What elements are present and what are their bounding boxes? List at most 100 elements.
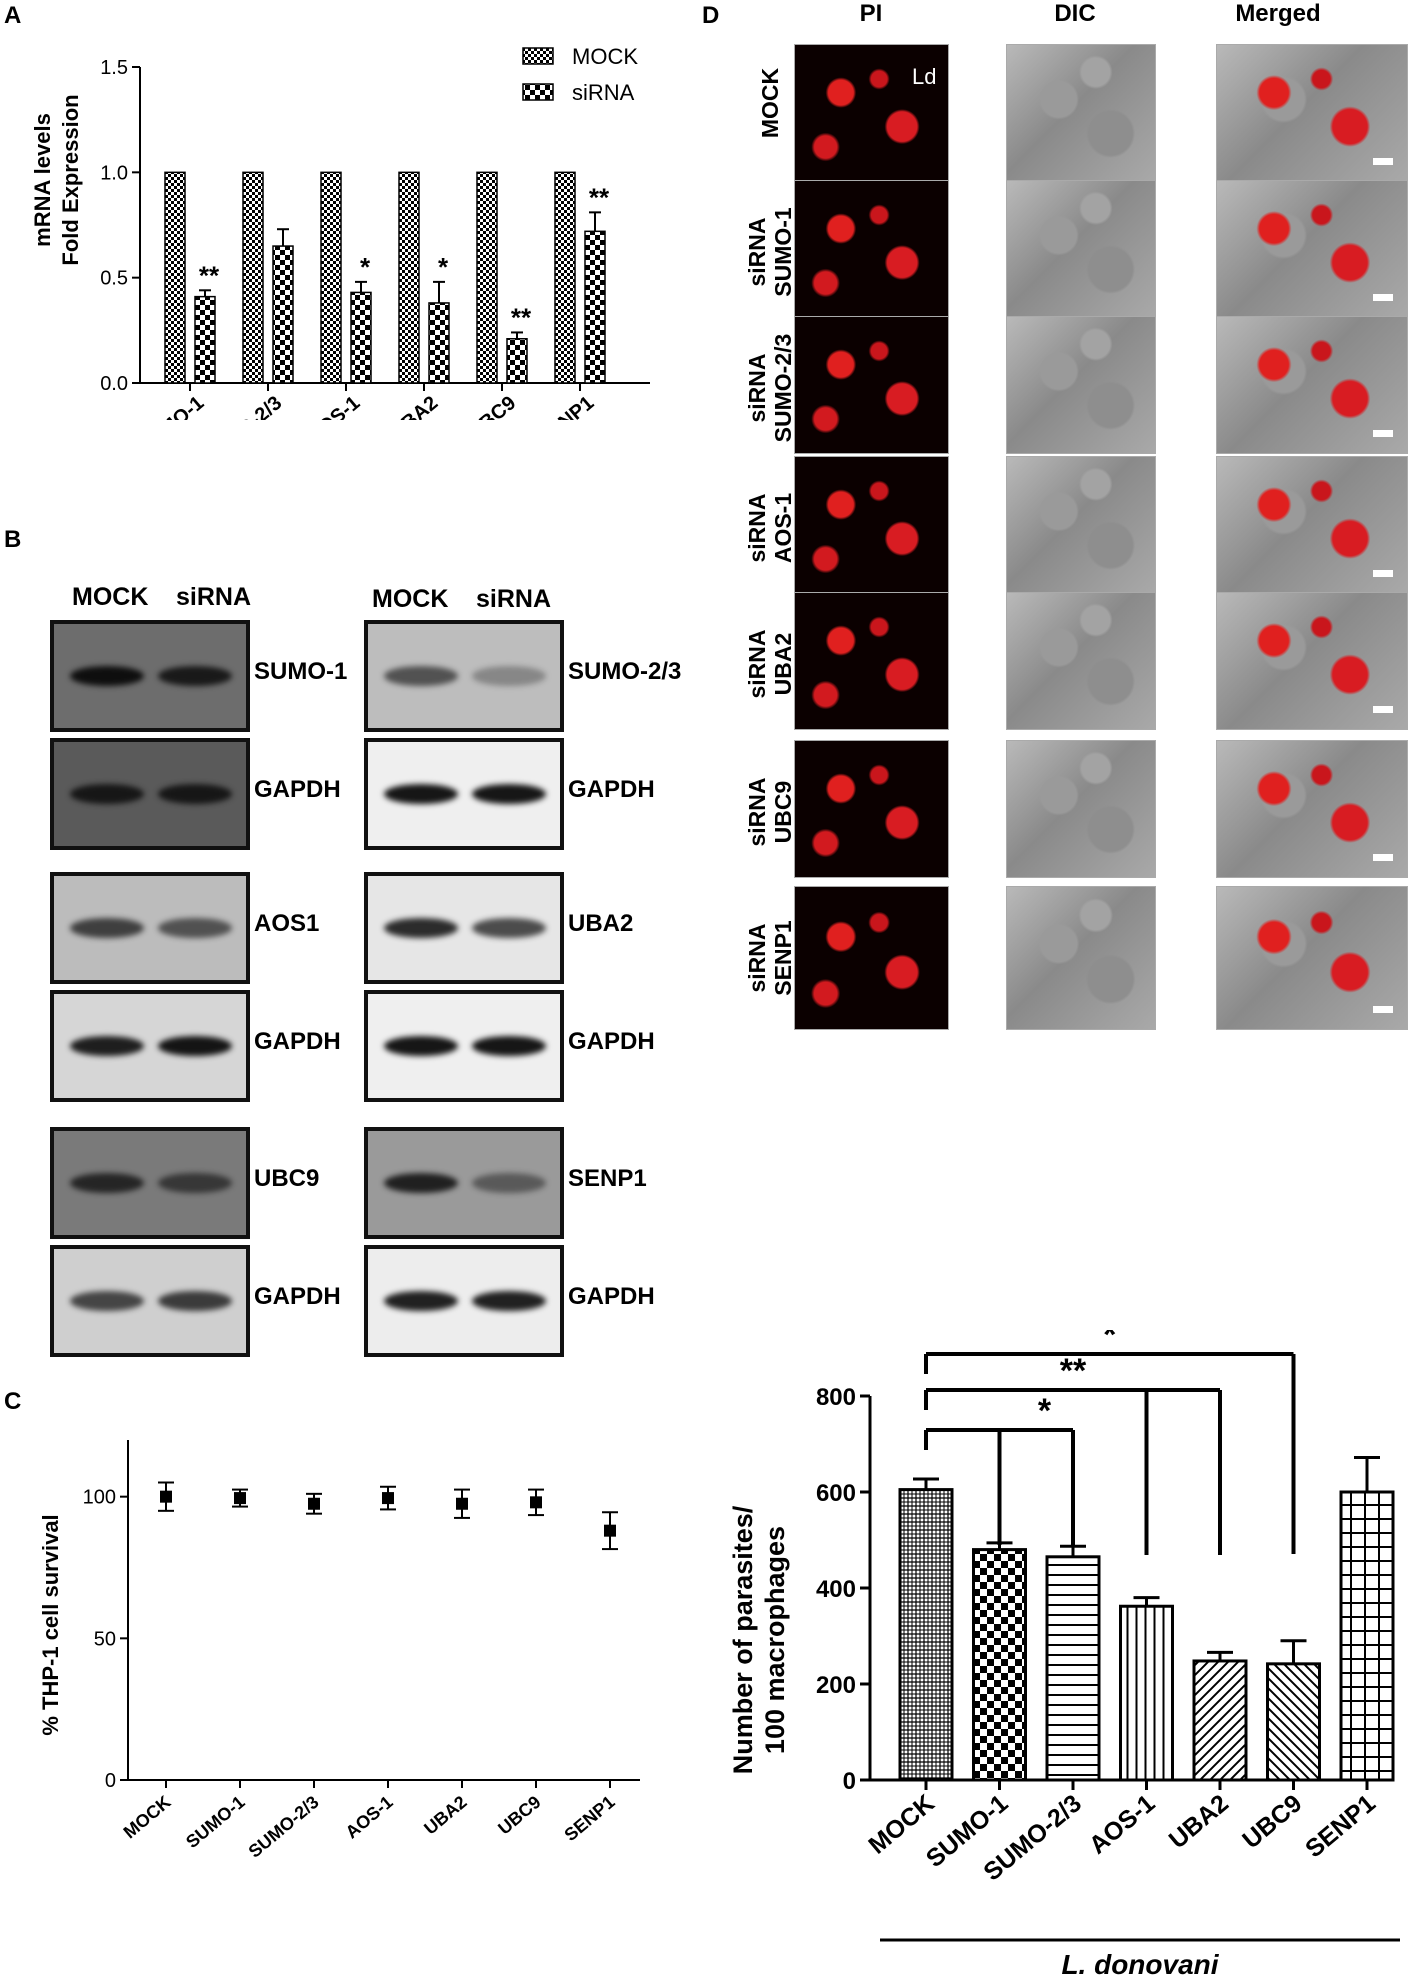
micro-dic-row-5 — [1006, 740, 1156, 878]
panel-a-bar-sirna — [194, 295, 216, 384]
scale-bar — [1373, 430, 1393, 437]
panel-c-xtick-label: UBA2 — [420, 1792, 470, 1839]
panel-e-bracket-label: * — [1103, 1330, 1117, 1354]
panel-a-ytick-label: 1.0 — [100, 162, 128, 184]
panel-c-point — [160, 1490, 172, 1503]
blot-band — [158, 1173, 232, 1193]
scale-bar — [1373, 294, 1393, 301]
blot-col-mock-left: MOCK — [72, 583, 149, 611]
panel-c-chart: % THP-1 cell survival 0 50 100 MOCK SUMO-1SU… — [38, 1440, 640, 1862]
panel-c-ytick-label: 0 — [105, 1770, 116, 1792]
panel-a-bar-mock — [398, 171, 420, 384]
blot-label-right-4: SENP1 — [568, 1165, 647, 1192]
blot-col-sirna-left: siRNA — [176, 583, 252, 611]
blot-left-2 — [50, 872, 250, 984]
panel-e-chart: Number of parasites/ 100 macrophages 0 20… — [728, 1330, 1400, 1980]
micro-dic-row-3 — [1006, 456, 1156, 594]
panel-a-significance: * — [438, 252, 449, 282]
panel-c-xtick-label: UBC9 — [494, 1792, 544, 1839]
panel-e-bar — [898, 1488, 954, 1782]
micro-merged-row-3 — [1216, 456, 1408, 594]
panel-e-ylabel-1: Number of parasites/ — [728, 1505, 758, 1774]
panel-e-ytick-label: 0 — [843, 1768, 856, 1795]
panel-c-point — [308, 1497, 320, 1510]
panel-a-xtick-label: SUMO-1 — [134, 392, 208, 420]
panel-a-ytick-label: 0.0 — [100, 373, 128, 395]
panel-a-xtick-label: UBA2 — [386, 392, 442, 420]
panel-c-xtick-label: SUMO-2/3 — [245, 1792, 323, 1862]
blot-band — [384, 1036, 458, 1056]
legend-mock-label: MOCK — [572, 44, 638, 69]
micro-dic-row-2 — [1006, 316, 1156, 454]
panel-c-xtick-label: AOS-1 — [342, 1792, 397, 1843]
blot-band — [158, 918, 232, 938]
panel-e-bar — [1339, 1490, 1395, 1782]
micro-col-pi: PI — [859, 0, 883, 27]
panel-a-ylabel-1: mRNA levels — [30, 113, 55, 247]
blot-label-right-5: GAPDH — [568, 1283, 655, 1310]
micro-row-label-line2: SUMO-2/3 — [770, 333, 796, 443]
blot-right-0 — [364, 620, 564, 732]
blot-band — [158, 1036, 232, 1056]
micro-row-label-line2: SUMO-1 — [770, 207, 796, 297]
blot-left-0 — [50, 620, 250, 732]
micro-row-label-5: siRNA UBC9 — [744, 742, 796, 882]
panel-c-point — [234, 1492, 246, 1505]
micro-pi-row-0 — [794, 44, 949, 182]
panel-a-bar-sirna — [428, 302, 450, 384]
blot-band — [70, 784, 144, 804]
micro-row-label-line1: siRNA — [744, 353, 770, 423]
panel-a-chart: mRNA levels Fold Expression 0.0 0.5 1.0 1.5… — [30, 44, 650, 420]
blot-label-left-3: GAPDH — [254, 1028, 341, 1055]
micro-row-label-6: siRNA SENP1 — [744, 888, 796, 1028]
micro-merged-row-4 — [1216, 592, 1408, 730]
blot-band — [472, 666, 546, 686]
micro-merged-row-5 — [1216, 740, 1408, 878]
panel-a-xtick-label: AOS-1 — [303, 392, 364, 420]
micro-row-label-line1: siRNA — [744, 923, 770, 993]
panel-a-bar-mock — [476, 171, 498, 384]
panel-a-bar-mock — [242, 171, 264, 384]
micro-pi-row-6 — [794, 886, 949, 1030]
scale-bar — [1373, 158, 1393, 165]
micro-merged-row-2 — [1216, 316, 1408, 454]
blot-band — [384, 918, 458, 938]
panel-d-letter: D — [702, 2, 720, 29]
panel-a-letter: A — [4, 2, 22, 29]
panel-b-letter: B — [4, 526, 22, 553]
blot-label-left-5: GAPDH — [254, 1283, 341, 1310]
micro-row-label-line2: AOS-1 — [770, 492, 796, 564]
blot-band — [472, 918, 546, 938]
blot-band — [472, 784, 546, 804]
blot-label-left-4: UBC9 — [254, 1165, 320, 1192]
micro-row-label-line1: siRNA — [744, 217, 770, 287]
panel-c-point — [456, 1497, 468, 1510]
panel-c-point — [530, 1496, 542, 1509]
scale-bar — [1373, 706, 1393, 713]
micro-row-label-line1: siRNA — [744, 493, 770, 563]
panel-a-xtick-label: UBC9 — [464, 392, 520, 420]
panel-a-significance: * — [360, 252, 371, 282]
micro-row-label-4: siRNA UBA2 — [744, 594, 796, 734]
micro-pi-row-2 — [794, 316, 949, 454]
micro-merged-row-0 — [1216, 44, 1408, 182]
micro-row-label-2: siRNA SUMO-2/3 — [744, 318, 796, 458]
panel-e-bar — [1045, 1555, 1101, 1782]
panel-c-ylabel: % THP-1 cell survival — [38, 1514, 63, 1735]
micro-row-label-line1: siRNA — [744, 777, 770, 847]
micro-merged-row-6 — [1216, 886, 1408, 1030]
blot-band — [70, 1036, 144, 1056]
micro-pi-row-4 — [794, 592, 949, 730]
micro-row-label-line2: UBC9 — [770, 780, 796, 844]
blot-band — [158, 784, 232, 804]
panel-e-ylabel-2: 100 macrophages — [760, 1526, 790, 1754]
blot-band — [158, 1291, 232, 1311]
panel-e-xtick-label: AOS-1 — [1084, 1789, 1161, 1860]
blot-band — [384, 784, 458, 804]
panel-e-ytick-label: 800 — [816, 1384, 856, 1411]
micro-dic-row-1 — [1006, 180, 1156, 318]
blot-band — [70, 918, 144, 938]
micro-pi-row-3 — [794, 456, 949, 594]
panel-a-bar-mock — [164, 171, 186, 384]
blot-label-left-1: GAPDH — [254, 776, 341, 803]
